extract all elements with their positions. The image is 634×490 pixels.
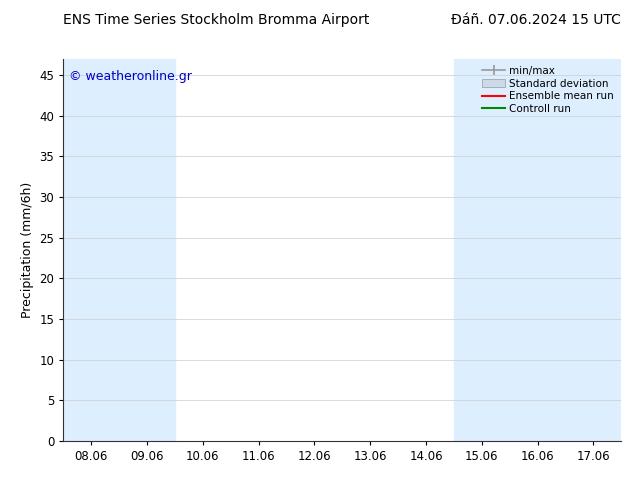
Bar [454, 59, 621, 441]
Y-axis label: Precipitation (mm/6h): Precipitation (mm/6h) [21, 182, 34, 318]
Text: Đáñ. 07.06.2024 15 UTC: Đáñ. 07.06.2024 15 UTC [451, 13, 621, 27]
Bar [63, 59, 175, 441]
Text: © weatheronline.gr: © weatheronline.gr [69, 70, 192, 83]
Text: ENS Time Series Stockholm Bromma Airport: ENS Time Series Stockholm Bromma Airport [63, 13, 370, 27]
Legend: min/max, Standard deviation, Ensemble mean run, Controll run: min/max, Standard deviation, Ensemble me… [480, 64, 616, 116]
